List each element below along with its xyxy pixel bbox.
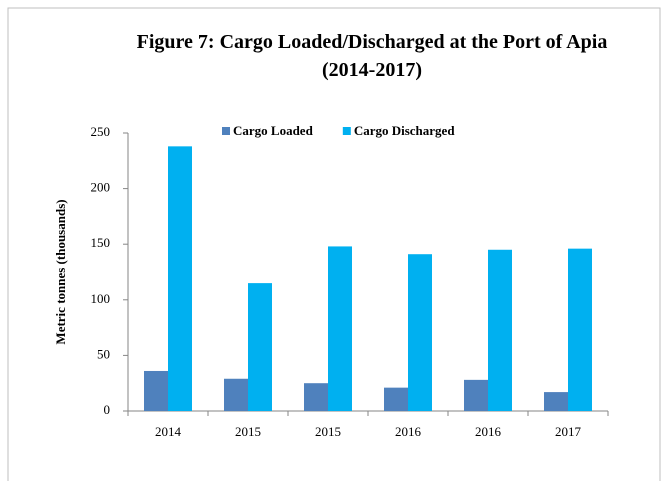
bar [488,249,512,411]
y-axis-label: Metric tonnes (thousands) [53,199,68,344]
x-tick-label: 2016 [475,424,502,439]
bar [384,387,408,411]
y-tick-label: 100 [91,291,111,306]
y-tick-label: 0 [104,402,111,417]
bar [144,370,168,411]
x-tick-label: 2015 [315,424,341,439]
y-tick-label: 200 [91,180,111,195]
legend-swatch [342,127,351,135]
x-tick-label: 2016 [395,424,422,439]
legend-label: Cargo Loaded [233,123,314,138]
x-tick-label: 2015 [235,424,261,439]
bar [568,248,592,411]
legend-swatch [222,127,230,135]
x-tick-label: 2014 [155,424,182,439]
bar [544,392,568,411]
bar [408,254,432,411]
bar [224,378,248,411]
y-tick-label: 250 [91,124,111,139]
bar [304,383,328,411]
y-tick-label: 150 [91,235,111,250]
chart-frame [7,7,661,481]
y-tick-label: 50 [97,346,110,361]
bar [464,379,488,411]
bar [328,246,352,411]
x-tick-label: 2017 [555,424,582,439]
chart-title: Figure 7: Cargo Loaded/Discharged at the… [136,31,608,81]
bar [248,283,272,411]
legend-label: Cargo Discharged [354,123,456,138]
bar [168,146,192,411]
